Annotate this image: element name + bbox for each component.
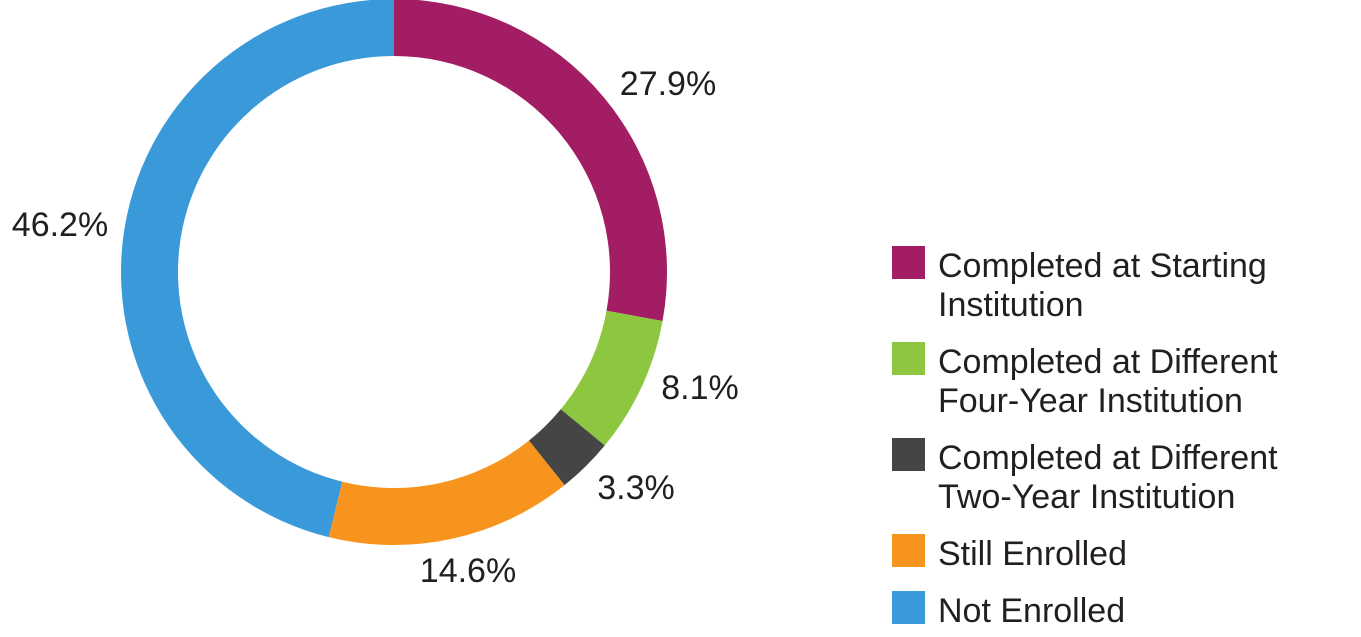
value-label-4: 14.6%	[420, 552, 516, 590]
legend-label-2-line-1: Completed at Different	[938, 343, 1278, 381]
legend-swatch-2	[892, 342, 925, 375]
legend-label-1-line-2: Institution	[938, 286, 1084, 324]
legend-swatch-5	[892, 591, 925, 624]
value-label-1: 27.9%	[620, 65, 716, 103]
legend: Completed at StartingInstitutionComplete…	[892, 246, 1278, 630]
legend-swatch-1	[892, 246, 925, 279]
slice-3	[528, 409, 605, 486]
legend-item-5: Not Enrolled	[892, 591, 1125, 630]
legend-item-4: Still Enrolled	[892, 534, 1127, 573]
slice-2	[560, 310, 663, 446]
legend-swatch-3	[892, 438, 925, 471]
value-labels: 27.9% 8.1% 3.3% 14.6% 46.2%	[12, 65, 739, 590]
value-label-5: 46.2%	[12, 206, 108, 244]
slice-1	[394, 0, 667, 321]
legend-swatch-4	[892, 534, 925, 567]
donut-slices	[121, 0, 667, 545]
value-label-3: 3.3%	[597, 469, 675, 507]
legend-label-4-line-1: Still Enrolled	[938, 535, 1127, 573]
legend-label-5-line-1: Not Enrolled	[938, 592, 1125, 630]
value-label-2: 8.1%	[661, 369, 739, 407]
legend-label-2-line-2: Four-Year Institution	[938, 382, 1243, 420]
slice-5	[121, 0, 394, 538]
slice-4	[328, 440, 565, 545]
legend-label-3-line-1: Completed at Different	[938, 439, 1278, 477]
legend-label-3-line-2: Two-Year Institution	[938, 478, 1235, 516]
legend-label-1-line-1: Completed at Starting	[938, 247, 1267, 285]
